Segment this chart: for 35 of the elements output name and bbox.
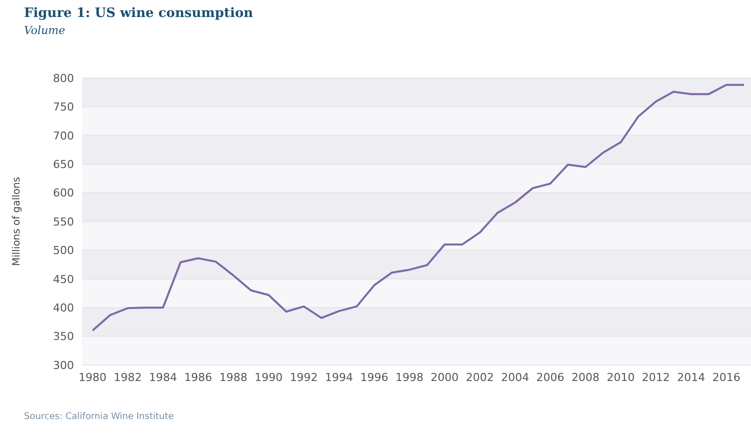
x-tick-label: 1988 [219,370,248,384]
x-tick-label: 2010 [606,370,635,384]
x-tick-label: 1992 [290,370,318,384]
x-tick-label: 1986 [184,370,212,384]
source-note: Sources: California Wine Institute [24,412,174,422]
x-tick-label: 2000 [430,370,459,384]
x-tick-label: 1994 [325,370,354,384]
y-tick-label: 750 [53,100,74,114]
x-tick-label: 2004 [501,370,530,384]
y-tick-label: 800 [53,72,74,85]
y-tick-label: 300 [53,358,74,372]
line-series [92,84,745,332]
x-tick-label: 2002 [466,370,494,384]
x-tick-label: 2012 [642,370,670,384]
y-tick-label: 350 [53,330,74,344]
x-tick-label: 1980 [78,370,107,384]
y-tick-label: 500 [53,244,74,258]
x-tick-label: 1996 [360,370,388,384]
y-tick-label: 700 [53,129,74,142]
x-tick-label: 2014 [677,370,706,384]
x-tick-label: 1998 [395,370,424,384]
x-tick-label: 2016 [712,370,740,384]
chart-subtitle: Volume [24,24,66,37]
y-tick-label: 400 [53,302,74,315]
y-tick-label: 600 [53,186,74,200]
chart-title: Figure 1: US wine consumption [24,6,254,21]
x-tick-label: 1982 [114,370,142,384]
y-axis-title: Millions of gallons [12,176,23,266]
y-tick-label: 550 [53,215,74,228]
x-tick-label: 1984 [148,370,177,384]
y-tick-label: 650 [53,158,74,172]
x-tick-label: 1990 [254,370,283,384]
y-tick-label: 450 [53,272,74,286]
x-tick-label: 2008 [572,370,600,384]
x-tick-label: 2006 [536,370,564,384]
